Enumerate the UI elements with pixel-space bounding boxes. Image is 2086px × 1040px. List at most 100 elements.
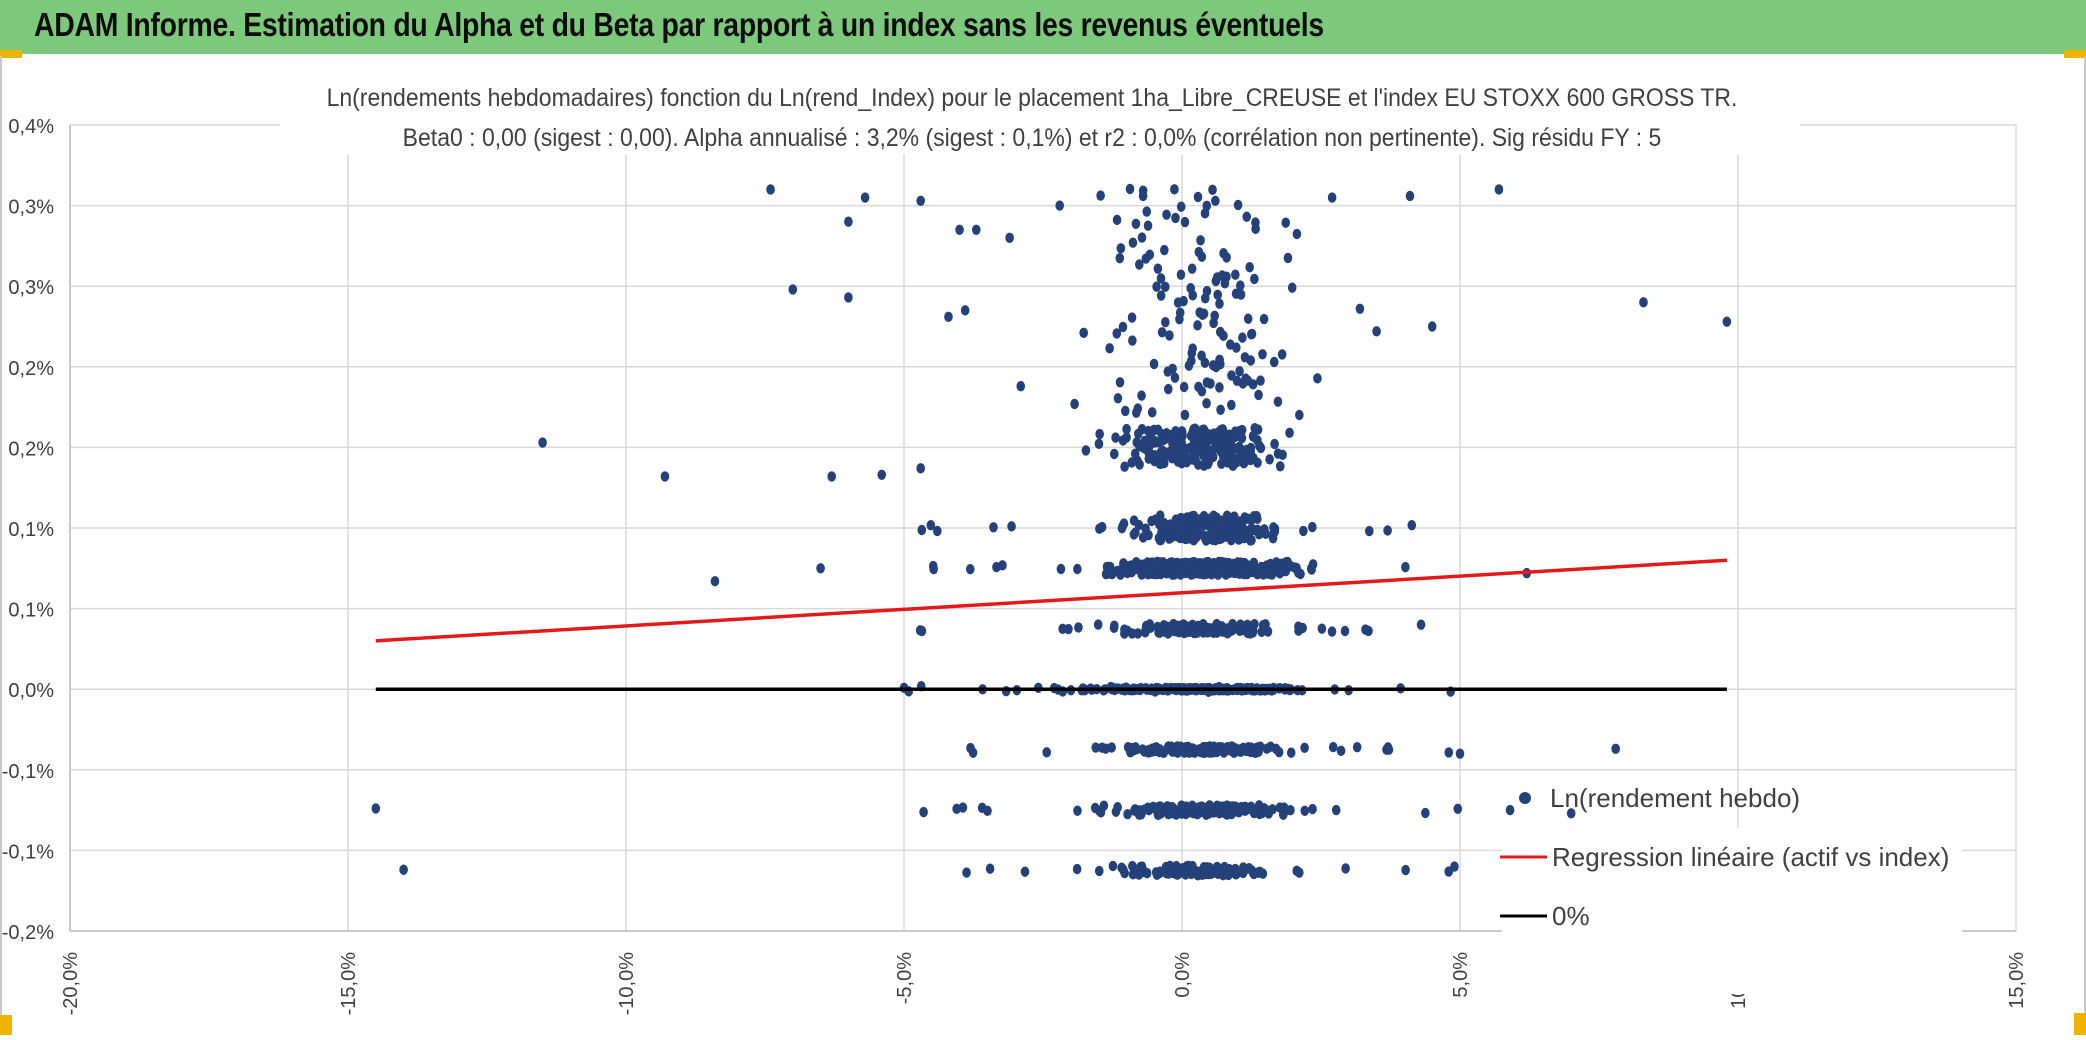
data-point xyxy=(1247,329,1256,340)
data-point xyxy=(1300,742,1309,754)
data-point xyxy=(1308,521,1317,533)
data-point xyxy=(1219,247,1228,259)
data-point xyxy=(1151,514,1160,525)
scatter-chart: -0,2% -0,1% -0,1% 0,0% 0,1% 0,1% 0,2% 0,2% 0,3% 0… xyxy=(2,84,2028,1016)
data-point xyxy=(1206,445,1216,457)
data-point xyxy=(1209,317,1218,329)
data-point xyxy=(1242,452,1251,463)
data-point xyxy=(1111,806,1121,817)
data-point xyxy=(1149,358,1159,370)
data-point xyxy=(926,519,936,531)
data-point-outlier xyxy=(1722,316,1732,327)
data-point xyxy=(1073,805,1082,816)
data-point xyxy=(1250,423,1260,434)
data-point xyxy=(1141,253,1151,264)
y-tick-label: 0,2% xyxy=(8,358,54,380)
data-point xyxy=(1154,532,1164,544)
data-point xyxy=(1199,741,1208,753)
legend-label-points: Ln(rendement hebdo) xyxy=(1550,783,1800,813)
data-point xyxy=(1173,565,1183,576)
data-point xyxy=(1365,525,1374,537)
data-point-outlier xyxy=(844,292,853,303)
data-point xyxy=(1186,282,1195,294)
data-point xyxy=(1117,862,1126,873)
data-point xyxy=(1251,223,1260,235)
data-point xyxy=(985,863,995,874)
data-point xyxy=(1277,565,1286,577)
data-point xyxy=(1128,335,1137,346)
data-point xyxy=(1093,619,1103,630)
data-point xyxy=(1154,627,1163,638)
data-point xyxy=(1198,801,1207,813)
x-tick-label: -15,0% xyxy=(338,952,360,1016)
data-point xyxy=(1295,409,1304,421)
data-point xyxy=(1160,281,1170,293)
data-point xyxy=(1131,407,1141,418)
data-point xyxy=(1176,269,1186,280)
data-point xyxy=(1292,228,1302,240)
data-point xyxy=(1250,273,1259,285)
data-point-outlier xyxy=(766,184,775,195)
data-point xyxy=(1206,868,1216,879)
data-point-outlier xyxy=(1416,619,1426,630)
title-accent-right xyxy=(2064,50,2086,58)
data-point-outlier xyxy=(371,803,381,814)
data-point xyxy=(1260,524,1269,535)
data-point xyxy=(1187,515,1197,527)
data-point xyxy=(1070,398,1079,410)
data-point xyxy=(1164,567,1173,578)
data-point xyxy=(1096,190,1105,201)
data-point xyxy=(1173,746,1183,757)
data-point xyxy=(1234,534,1243,545)
data-point xyxy=(1180,216,1190,228)
y-tick-label: -0,2% xyxy=(2,922,54,944)
data-point xyxy=(1242,444,1251,456)
data-point xyxy=(1253,524,1262,536)
title-bar: ADAM Informe. Estimation du Alpha et du … xyxy=(0,0,2086,58)
data-point xyxy=(1444,747,1454,758)
data-point xyxy=(1145,619,1154,630)
data-point xyxy=(1300,805,1310,816)
data-point xyxy=(1203,458,1213,470)
data-point-outlier xyxy=(660,471,670,482)
data-point xyxy=(1184,360,1194,371)
data-point-outlier xyxy=(1505,804,1515,816)
data-point xyxy=(1215,298,1224,309)
data-point xyxy=(1236,289,1246,300)
report-title: ADAM Informe. Estimation du Alpha et du … xyxy=(34,6,1324,43)
data-point-outlier xyxy=(1138,190,1148,202)
data-point xyxy=(1122,423,1131,435)
data-point xyxy=(1142,206,1152,217)
data-point xyxy=(1241,373,1250,384)
data-point xyxy=(1173,868,1183,879)
data-point-outlier xyxy=(1355,303,1365,314)
data-point xyxy=(1407,519,1417,531)
data-point xyxy=(1007,521,1016,532)
data-point xyxy=(1203,515,1212,527)
data-point xyxy=(1242,526,1252,537)
data-point-outlier xyxy=(1494,184,1504,195)
data-point xyxy=(1277,349,1287,360)
frame-accent-bottom-right xyxy=(2074,1013,2086,1035)
data-point xyxy=(1296,568,1305,580)
data-point xyxy=(1237,424,1247,436)
data-point xyxy=(1187,800,1197,811)
data-point xyxy=(1020,866,1030,877)
data-point xyxy=(917,524,927,536)
data-point xyxy=(1202,398,1211,409)
data-point xyxy=(1283,252,1293,264)
data-point xyxy=(1265,454,1274,465)
data-point xyxy=(1230,431,1240,443)
data-point xyxy=(1123,625,1132,636)
data-point xyxy=(1285,427,1294,439)
data-point xyxy=(1225,339,1235,350)
data-point xyxy=(1157,327,1167,338)
data-point xyxy=(1233,199,1243,211)
data-point xyxy=(1313,373,1322,384)
y-tick-label: 0,0% xyxy=(8,680,54,702)
data-point xyxy=(1218,424,1228,435)
data-point xyxy=(1056,563,1066,575)
data-point xyxy=(1269,356,1279,368)
data-point xyxy=(1161,316,1170,328)
data-point-outlier xyxy=(1372,326,1381,337)
